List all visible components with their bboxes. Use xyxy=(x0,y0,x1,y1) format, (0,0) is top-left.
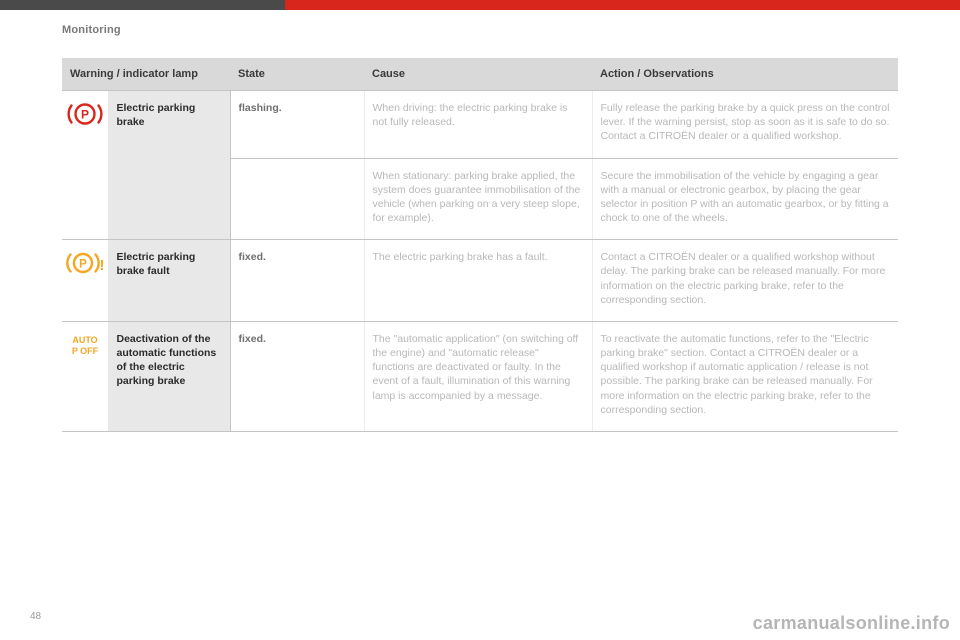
svg-text:!: ! xyxy=(99,257,104,274)
manual-page: Monitoring Warning / indicator lamp Stat… xyxy=(0,0,960,640)
lamp-name: Electric parking brake xyxy=(108,91,230,240)
table-row: P Electric parking brake flashing. When … xyxy=(62,91,898,159)
lamp-cause: When stationary: parking brake applied, … xyxy=(364,158,592,240)
icon-cell: P xyxy=(62,91,108,240)
top-strip-red xyxy=(285,0,960,10)
lamp-name: Electric parking brake fault xyxy=(108,240,230,322)
svg-text:P OFF: P OFF xyxy=(72,346,99,356)
lamp-state: flashing. xyxy=(230,91,364,159)
header-warning: Warning / indicator lamp xyxy=(62,58,230,91)
table-row: AUTO P OFF Deactivation of the automatic… xyxy=(62,321,898,431)
lamp-state xyxy=(230,158,364,240)
icon-cell: AUTO P OFF xyxy=(62,321,108,431)
lamp-state: fixed. xyxy=(230,321,364,431)
top-strip-grey xyxy=(0,0,285,10)
parking-brake-fault-icon: P ! xyxy=(65,250,105,278)
lamp-cause: When driving: the electric parking brake… xyxy=(364,91,592,159)
page-number: 48 xyxy=(30,611,41,622)
lamp-action: Secure the immobilisation of the vehicle… xyxy=(592,158,898,240)
header-action: Action / Observations xyxy=(592,58,898,91)
lamp-cause: The "automatic application" (on switchin… xyxy=(364,321,592,431)
table-row: P ! Electric parking brake fault fixed. … xyxy=(62,240,898,322)
watermark: carmanualsonline.info xyxy=(753,613,950,634)
lamp-name: Deactivation of the automatic functions … xyxy=(108,321,230,431)
lamp-cause: The electric parking brake has a fault. xyxy=(364,240,592,322)
parking-brake-icon: P xyxy=(65,101,105,129)
header-state: State xyxy=(230,58,364,91)
header-cause: Cause xyxy=(364,58,592,91)
lamp-action: To reactivate the automatic functions, r… xyxy=(592,321,898,431)
icon-cell: P ! xyxy=(62,240,108,322)
auto-off-icon: AUTO P OFF xyxy=(65,332,105,360)
lamp-action: Contact a CITROËN dealer or a qualified … xyxy=(592,240,898,322)
indicator-lamp-table: Warning / indicator lamp State Cause Act… xyxy=(62,58,898,432)
section-label: Monitoring xyxy=(62,24,121,36)
table-header-row: Warning / indicator lamp State Cause Act… xyxy=(62,58,898,91)
lamp-action: Fully release the parking brake by a qui… xyxy=(592,91,898,159)
svg-text:P: P xyxy=(81,108,89,122)
lamp-state: fixed. xyxy=(230,240,364,322)
svg-text:P: P xyxy=(79,259,87,271)
svg-text:AUTO: AUTO xyxy=(72,335,97,345)
top-strip xyxy=(0,0,960,10)
